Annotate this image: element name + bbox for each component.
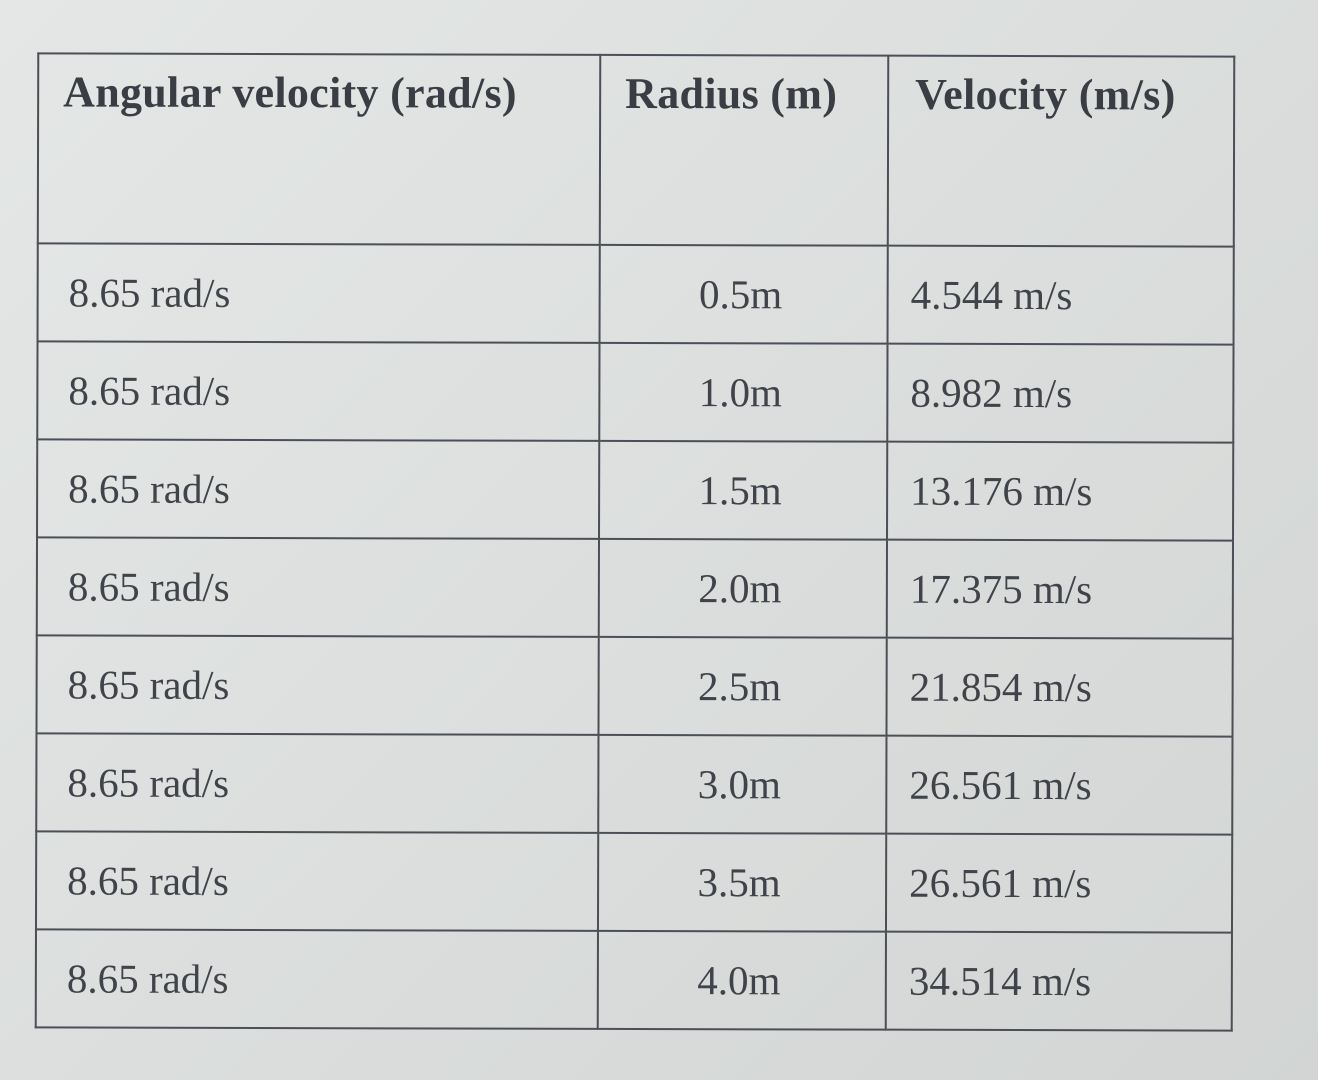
velocity-cell: 34.514 m/s xyxy=(885,931,1232,1031)
velocity-cell: 26.561 m/s xyxy=(885,833,1233,933)
header-angular-velocity: Angular velocity (rad/s) xyxy=(37,53,601,245)
angular-velocity-cell: 8.65 rad/s xyxy=(36,537,600,637)
header-radius: Radius (m) xyxy=(599,54,889,246)
radius-cell: 1.0m xyxy=(599,342,888,442)
velocity-cell: 13.176 m/s xyxy=(887,441,1234,541)
table-row: 8.65 rad/s 2.5m 21.854 m/s xyxy=(36,635,1233,737)
radius-cell: 3.0m xyxy=(598,734,887,834)
table-row: 8.65 rad/s 3.5m 26.561 m/s xyxy=(35,831,1233,933)
velocity-cell: 21.854 m/s xyxy=(886,637,1233,737)
header-row: Angular velocity (rad/s) Radius (m) Velo… xyxy=(37,53,1235,247)
radius-cell: 1.5m xyxy=(599,440,888,540)
angular-velocity-cell: 8.65 rad/s xyxy=(35,831,599,931)
velocity-cell: 17.375 m/s xyxy=(886,539,1234,639)
radius-cell: 3.5m xyxy=(597,832,887,932)
radius-cell: 2.5m xyxy=(598,636,887,736)
radius-cell: 4.0m xyxy=(597,930,886,1030)
velocity-cell: 4.544 m/s xyxy=(887,245,1234,345)
angular-velocity-cell: 8.65 rad/s xyxy=(37,243,600,343)
velocity-cell: 8.982 m/s xyxy=(887,343,1234,443)
radius-cell: 0.5m xyxy=(599,244,888,344)
angular-velocity-cell: 8.65 rad/s xyxy=(37,439,600,539)
table-body: 8.65 rad/s 0.5m 4.544 m/s 8.65 rad/s 1.0… xyxy=(35,243,1234,1031)
radius-cell: 2.0m xyxy=(598,538,888,638)
angular-velocity-cell: 8.65 rad/s xyxy=(35,929,598,1029)
header-velocity: Velocity (m/s) xyxy=(887,55,1235,247)
angular-velocity-cell: 8.65 rad/s xyxy=(36,635,599,735)
angular-velocity-cell: 8.65 rad/s xyxy=(37,341,600,441)
table-row: 8.65 rad/s 2.0m 17.375 m/s xyxy=(36,537,1234,639)
angular-velocity-cell: 8.65 rad/s xyxy=(36,733,599,833)
velocity-table: Angular velocity (rad/s) Radius (m) Velo… xyxy=(35,52,1236,1031)
velocity-cell: 26.561 m/s xyxy=(886,735,1233,835)
table-row: 8.65 rad/s 4.0m 34.514 m/s xyxy=(35,929,1232,1031)
table-row: 8.65 rad/s 3.0m 26.561 m/s xyxy=(36,733,1233,835)
table-row: 8.65 rad/s 1.0m 8.982 m/s xyxy=(37,341,1234,443)
table-row: 8.65 rad/s 0.5m 4.544 m/s xyxy=(37,243,1234,345)
table-header: Angular velocity (rad/s) Radius (m) Velo… xyxy=(37,53,1235,247)
table-row: 8.65 rad/s 1.5m 13.176 m/s xyxy=(37,439,1234,541)
